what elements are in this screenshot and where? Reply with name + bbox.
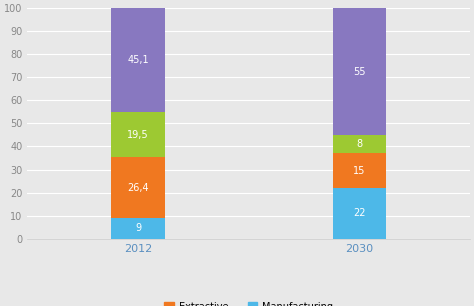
Text: 45,1: 45,1	[127, 55, 149, 65]
Bar	[111, 157, 164, 218]
Text: 15: 15	[353, 166, 365, 176]
Bar	[111, 112, 164, 157]
Text: 9: 9	[135, 223, 141, 233]
Bar	[333, 153, 386, 188]
Bar	[111, 218, 164, 239]
Text: 26,4: 26,4	[127, 182, 149, 192]
Text: 22: 22	[353, 208, 365, 218]
Text: 55: 55	[353, 67, 365, 76]
Bar	[333, 8, 386, 135]
Bar	[333, 188, 386, 239]
Legend: Extractive, Services, Manufacturing, Agriculture: Extractive, Services, Manufacturing, Agr…	[160, 298, 337, 306]
Text: 19,5: 19,5	[127, 130, 149, 140]
Text: 8: 8	[356, 139, 362, 149]
Bar	[111, 8, 164, 112]
Bar	[333, 135, 386, 153]
